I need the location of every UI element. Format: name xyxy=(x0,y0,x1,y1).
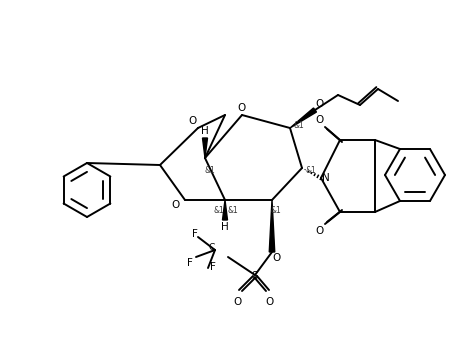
Text: &1: &1 xyxy=(213,206,224,215)
Text: C: C xyxy=(208,242,215,251)
Text: F: F xyxy=(210,262,216,272)
Text: &1: &1 xyxy=(293,121,303,130)
Polygon shape xyxy=(289,108,316,128)
Text: &1: &1 xyxy=(204,166,215,175)
Text: H: H xyxy=(221,222,228,232)
Text: O: O xyxy=(188,116,197,126)
Text: H: H xyxy=(201,126,208,136)
Text: F: F xyxy=(192,229,197,239)
Text: O: O xyxy=(315,226,324,236)
Text: O: O xyxy=(315,99,324,109)
Text: &1: &1 xyxy=(305,166,316,175)
Text: O: O xyxy=(272,253,281,263)
Text: O: O xyxy=(315,115,324,125)
Text: O: O xyxy=(233,297,242,307)
Text: &1: &1 xyxy=(227,206,238,215)
Text: S: S xyxy=(251,271,258,281)
Polygon shape xyxy=(268,200,274,252)
Text: &1: &1 xyxy=(270,206,281,215)
Polygon shape xyxy=(222,200,227,220)
Text: O: O xyxy=(238,103,246,113)
Text: F: F xyxy=(187,258,192,268)
Text: N: N xyxy=(321,173,329,183)
Text: O: O xyxy=(171,200,179,210)
Text: O: O xyxy=(265,297,273,307)
Polygon shape xyxy=(202,138,207,158)
